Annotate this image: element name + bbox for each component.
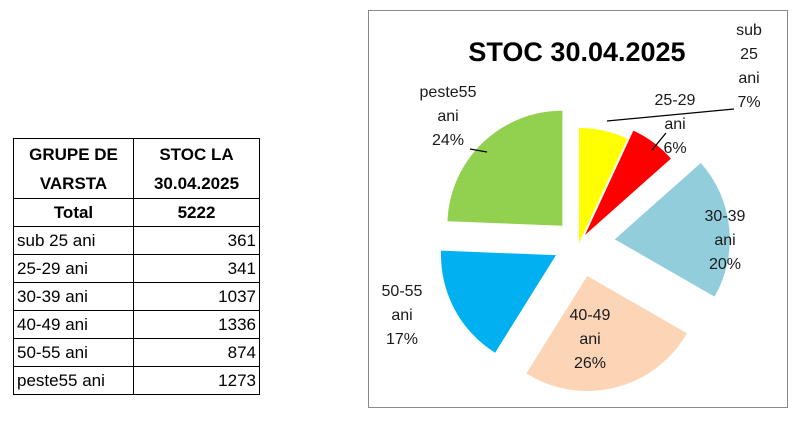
header-stock-line1: STOC LA bbox=[159, 144, 234, 164]
data-label-25-29: 25-29 ani 6% bbox=[655, 92, 696, 157]
data-label-peste55: peste55 ani 24% bbox=[420, 84, 477, 149]
data-label-line: ani bbox=[738, 70, 759, 87]
data-label-30-39: 30-39 ani 20% bbox=[705, 208, 746, 273]
data-label-line: 25-29 bbox=[655, 92, 696, 109]
pie-slice-25-29 bbox=[584, 130, 671, 235]
pie-chart: STOC 30.04.2025 sub 25 ani 7% 25-29 ani 6% 30-3… bbox=[382, 22, 762, 391]
row-value: 361 bbox=[133, 226, 260, 255]
total-label: Total bbox=[13, 198, 134, 227]
pie-slice-peste55 bbox=[447, 110, 563, 226]
data-label-line: 25 bbox=[740, 46, 758, 63]
data-label-sub-25: sub 25 ani 7% bbox=[736, 22, 762, 111]
chart-title: STOC 30.04.2025 bbox=[468, 37, 685, 67]
leader-line-sub-25 bbox=[606, 108, 735, 122]
data-label-line: 20% bbox=[709, 256, 741, 273]
table-row: peste55 ani 1273 bbox=[13, 366, 260, 395]
data-label-line: 50-55 bbox=[382, 283, 423, 300]
row-value: 341 bbox=[133, 254, 260, 283]
data-label-line: 6% bbox=[663, 140, 686, 157]
header-stock-date: STOC LA 30.04.2025 bbox=[133, 138, 260, 199]
data-label-line: 24% bbox=[432, 132, 464, 149]
table-row: 40-49 ani 1336 bbox=[13, 310, 260, 339]
pie-slice-30-39 bbox=[614, 162, 730, 297]
table-header-row: GRUPE DE VARSTA STOC LA 30.04.2025 bbox=[13, 138, 260, 199]
total-value: 5222 bbox=[133, 198, 260, 227]
data-label-line: 40-49 bbox=[570, 307, 611, 324]
row-value: 874 bbox=[133, 338, 260, 367]
row-group: sub 25 ani bbox=[13, 226, 134, 255]
row-value: 1273 bbox=[133, 366, 260, 395]
pie-slice-40-49 bbox=[526, 275, 687, 391]
pie-slice-sub-25 bbox=[579, 128, 628, 243]
data-label-line: ani bbox=[714, 232, 735, 249]
data-label-40-49: 40-49 ani 26% bbox=[570, 307, 611, 372]
row-value: 1336 bbox=[133, 310, 260, 339]
leader-line-peste55 bbox=[469, 148, 488, 153]
data-label-line: 30-39 bbox=[705, 208, 746, 225]
table-row: sub 25 ani 361 bbox=[13, 226, 260, 255]
data-label-line: 26% bbox=[574, 355, 606, 372]
data-label-50-55: 50-55 ani 17% bbox=[382, 283, 423, 348]
row-group: peste55 ani bbox=[13, 366, 134, 395]
header-age-group-line2: VARSTA bbox=[39, 173, 108, 193]
leader-line-25-29 bbox=[651, 132, 667, 151]
pie-slice-50-55 bbox=[441, 250, 557, 353]
table-row: 25-29 ani 341 bbox=[13, 254, 260, 283]
row-group: 40-49 ani bbox=[13, 310, 134, 339]
data-label-line: 17% bbox=[386, 331, 418, 348]
header-stock-line2: 30.04.2025 bbox=[153, 173, 240, 193]
data-label-line: sub bbox=[736, 22, 762, 39]
row-group: 50-55 ani bbox=[13, 338, 134, 367]
data-label-line: ani bbox=[437, 108, 458, 125]
data-label-line: peste55 bbox=[420, 84, 477, 101]
stock-table: GRUPE DE VARSTA STOC LA 30.04.2025 Total… bbox=[13, 138, 260, 395]
table-row: 50-55 ani 874 bbox=[13, 338, 260, 367]
data-label-line: ani bbox=[664, 116, 685, 133]
table-row: 30-39 ani 1037 bbox=[13, 282, 260, 311]
pie-chart-area: STOC 30.04.2025 sub 25 ani 7% 25-29 ani 6% 30-3… bbox=[368, 10, 788, 408]
row-value: 1037 bbox=[133, 282, 260, 311]
data-label-line: 7% bbox=[737, 94, 760, 111]
data-label-line: ani bbox=[579, 331, 600, 348]
data-label-line: ani bbox=[391, 307, 412, 324]
row-group: 25-29 ani bbox=[13, 254, 134, 283]
header-age-group-line1: GRUPE DE bbox=[29, 144, 118, 164]
row-group: 30-39 ani bbox=[13, 282, 134, 311]
total-row: Total 5222 bbox=[13, 198, 260, 227]
header-age-group: GRUPE DE VARSTA bbox=[13, 138, 134, 199]
